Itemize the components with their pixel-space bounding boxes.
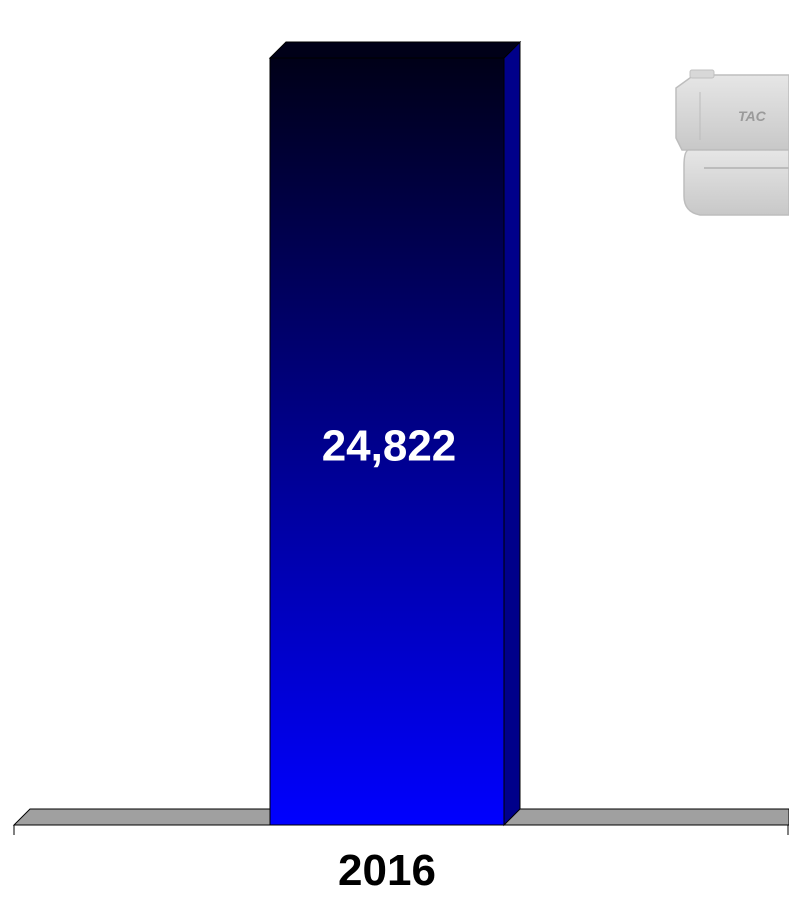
x-axis-tick-label: 2016	[338, 846, 436, 895]
bar-front-2016	[269, 57, 505, 826]
bar-2016: 24,822	[268, 40, 522, 827]
bar-top-2016	[268, 41, 522, 59]
handgun-icon: TAC	[675, 69, 789, 216]
svg-text:TAC: TAC	[738, 108, 767, 124]
bar-value-label: 24,822	[322, 421, 457, 470]
bar-side-2016	[503, 40, 521, 827]
